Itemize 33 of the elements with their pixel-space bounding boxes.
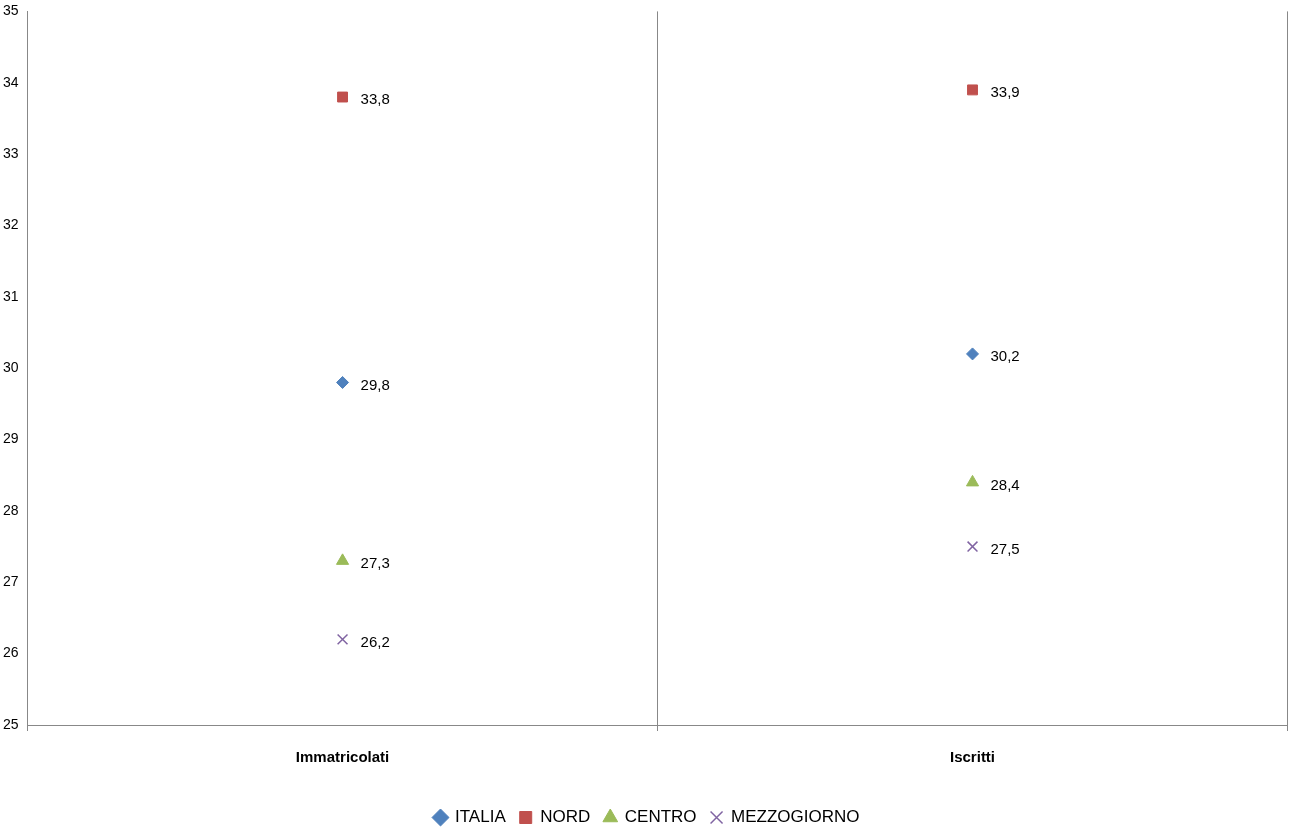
point [966, 540, 979, 553]
y-tick-label: 27 [2, 573, 19, 590]
point [336, 633, 349, 646]
y-tick-label: 26 [2, 644, 19, 661]
legend-label: CENTRO [624, 807, 697, 827]
y-tick-label: 33 [2, 144, 19, 161]
y-tick-label: 25 [2, 715, 19, 732]
data-label: 27,5 [990, 539, 1020, 557]
point [966, 347, 980, 361]
data-label: 28,4 [990, 475, 1020, 493]
y-tick-label: 29 [2, 430, 19, 447]
point [335, 553, 350, 565]
y-tick-label: 28 [2, 501, 19, 518]
point [967, 84, 978, 96]
y-tick-label: 34 [2, 73, 19, 90]
y-tick-label: 32 [2, 216, 19, 233]
point [965, 474, 980, 487]
data-label: 27,3 [360, 554, 390, 572]
y-tick-label: 31 [2, 287, 19, 304]
data-label: 29,8 [360, 375, 390, 393]
x-tick-label: Iscritti [950, 748, 996, 766]
point [336, 375, 350, 389]
y-tick-label: 30 [2, 359, 19, 376]
data-label: 26,2 [360, 632, 390, 650]
legend-label: MEZZOGIORNO [731, 807, 860, 827]
y-tick-label: 35 [2, 2, 19, 19]
legend-label: ITALIA [455, 807, 507, 827]
data-label: 33,8 [360, 90, 390, 108]
data-label: 33,9 [990, 83, 1020, 101]
data-label: 30,2 [990, 347, 1020, 365]
x-tick-label: Immatricolati [295, 748, 390, 766]
legend-label: NORD [540, 807, 591, 827]
point [337, 91, 348, 103]
